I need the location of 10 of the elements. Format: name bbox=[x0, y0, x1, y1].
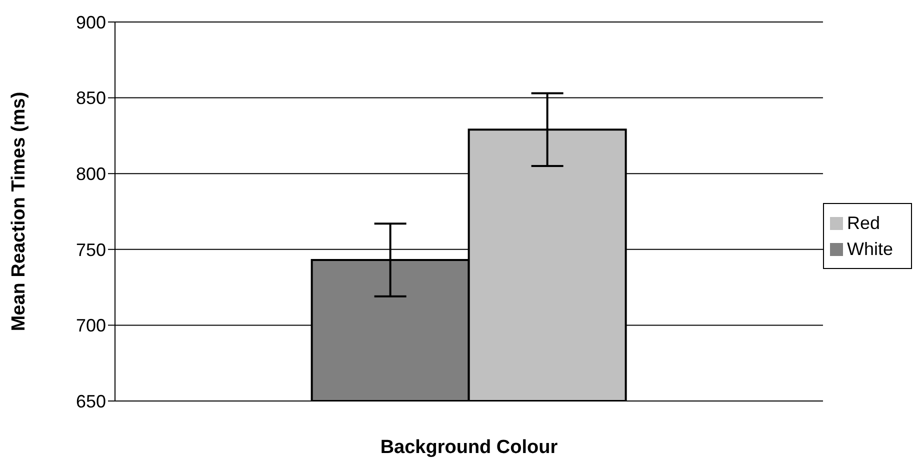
y-tick-label: 650 bbox=[76, 391, 106, 412]
y-tick-label: 750 bbox=[76, 240, 106, 260]
y-tick-label: 700 bbox=[76, 316, 106, 336]
y-axis-title: Mean Reaction Times (ms) bbox=[8, 92, 30, 332]
y-tick-label: 900 bbox=[76, 12, 106, 32]
y-tick-label: 800 bbox=[76, 164, 106, 184]
y-tick-label: 850 bbox=[76, 88, 106, 108]
x-axis-title: Background Colour bbox=[380, 437, 558, 458]
legend-label: Red bbox=[846, 212, 880, 232]
legend-label: White bbox=[846, 238, 893, 258]
